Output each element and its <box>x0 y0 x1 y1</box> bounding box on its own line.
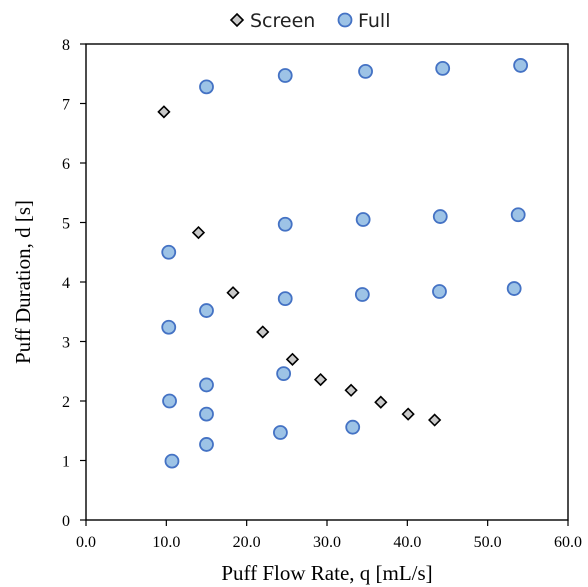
y-tick-label: 1 <box>62 454 70 471</box>
point-screen <box>313 372 328 387</box>
point-screen <box>374 395 388 409</box>
y-tick-label: 4 <box>62 275 70 292</box>
point-screen <box>157 105 171 119</box>
point-full <box>432 209 448 224</box>
point-full <box>199 437 214 452</box>
point-screen <box>285 352 300 366</box>
point-full <box>276 366 292 382</box>
point-full <box>277 68 293 83</box>
point-screen <box>428 413 442 427</box>
legend-label-full: Full <box>358 10 391 32</box>
point-full <box>513 58 529 73</box>
point-full <box>199 377 214 393</box>
point-full <box>199 303 214 318</box>
point-full <box>161 244 177 260</box>
x-tick-label: 10.0 <box>152 534 180 551</box>
legend-marker-screen <box>229 12 245 28</box>
x-tick-label: 30.0 <box>313 534 341 551</box>
x-tick-label: 40.0 <box>393 534 421 551</box>
point-full <box>162 393 177 409</box>
legend-marker-full <box>337 12 353 28</box>
point-screen <box>344 383 358 397</box>
point-full <box>506 281 522 296</box>
point-screen <box>191 225 206 240</box>
y-axis: 0 1 2 3 4 5 6 7 8 <box>62 37 86 530</box>
point-full <box>435 60 451 76</box>
point-full <box>432 284 447 299</box>
y-tick-label: 0 <box>62 513 70 530</box>
point-full <box>164 453 180 469</box>
data-points <box>157 58 529 469</box>
y-axis-title: Puff Duration, d [s] <box>11 200 35 364</box>
point-full <box>355 212 371 227</box>
point-screen <box>256 325 270 339</box>
point-screen <box>401 407 415 421</box>
plot-area <box>85 43 569 521</box>
point-full <box>199 406 214 422</box>
point-full <box>358 63 373 79</box>
point-full <box>277 291 293 307</box>
point-full <box>510 207 526 223</box>
x-tick-label: 0.0 <box>76 534 96 551</box>
y-tick-label: 2 <box>62 394 70 411</box>
y-tick-label: 8 <box>62 37 70 54</box>
point-screen <box>226 286 240 300</box>
point-full <box>199 79 214 95</box>
point-full <box>161 319 177 335</box>
y-tick-label: 6 <box>62 156 70 173</box>
y-tick-label: 3 <box>62 335 70 352</box>
x-axis-title: Puff Flow Rate, q [mL/s] <box>221 561 432 585</box>
x-tick-label: 20.0 <box>233 534 261 551</box>
legend: Screen Full <box>229 10 391 32</box>
point-full <box>277 216 293 232</box>
legend-label-screen: Screen <box>250 10 315 32</box>
x-tick-label: 60.0 <box>554 534 582 551</box>
x-tick-label: 50.0 <box>474 534 502 551</box>
y-tick-label: 5 <box>62 216 70 233</box>
y-tick-label: 7 <box>62 97 70 114</box>
point-full <box>354 287 370 302</box>
x-axis: 0.0 10.0 20.0 30.0 40.0 50.0 60.0 <box>76 520 582 551</box>
point-full <box>273 425 288 440</box>
point-full <box>345 419 361 435</box>
